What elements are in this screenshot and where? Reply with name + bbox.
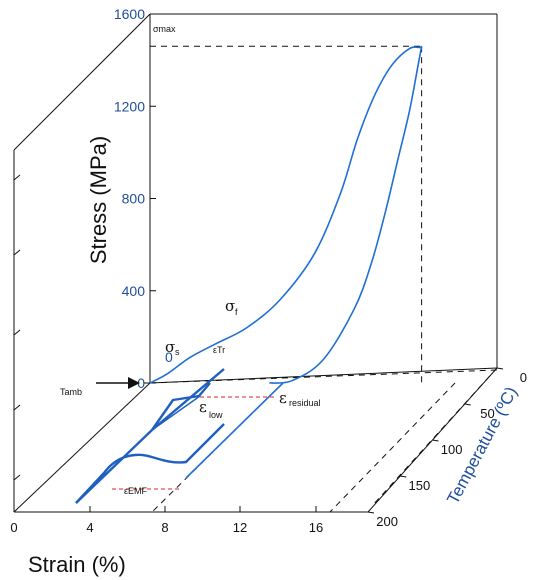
temperature-tick-label: 150	[409, 478, 431, 493]
strain-tick-label: 0	[10, 520, 17, 535]
strain-tick-label: 12	[233, 520, 247, 535]
left-plane-tick	[13, 474, 21, 481]
t-amb-label: Tamb	[60, 387, 82, 397]
stress-tick-label: 400	[122, 283, 146, 299]
floor-residual-line	[185, 382, 284, 479]
eps-residual-sub: residual	[289, 398, 321, 408]
stress-tick-label: 1600	[114, 6, 145, 22]
floor-guide-back	[149, 369, 498, 384]
temperature-tick-label: 200	[376, 514, 398, 529]
eps-low-sub: low	[209, 410, 223, 420]
stress-tick-label: 0	[137, 375, 145, 391]
data-curves	[75, 45, 498, 513]
temperature-tick	[367, 511, 375, 514]
floor-transform-line	[151, 368, 225, 431]
temperature-tick-label: 100	[441, 442, 463, 457]
floor-low-strain-path	[151, 382, 211, 431]
temperature-tick	[400, 475, 407, 478]
sigma-f-label: σ	[225, 297, 235, 315]
top-left-edge	[13, 13, 151, 151]
strain-tick-label: 8	[161, 520, 168, 535]
eps-residual-label: ε	[279, 389, 287, 407]
eps-emf-label: εEMF	[124, 486, 148, 496]
stress-axis-title: Stress (MPa)	[86, 136, 111, 264]
left-plane-tick	[13, 404, 21, 411]
floor-guide-max	[329, 382, 456, 513]
temperature-tick	[432, 439, 439, 442]
sigma-s-sub: s	[175, 347, 180, 357]
chart-frame	[13, 13, 498, 513]
sigma-max-label: σmax	[153, 24, 176, 34]
eps-tr-label: εTr	[213, 345, 225, 355]
temperature-tick-label: 0	[520, 370, 527, 385]
axis-ticks: 0 400 800 1200 1600 0 4 8 12 16 0 50 100 150 200	[10, 6, 527, 535]
left-plane-tick	[13, 249, 21, 256]
left-plane-tick	[13, 174, 21, 181]
tamb-arrow-head	[128, 377, 140, 389]
strain-axis-title: Strain (%)	[28, 552, 126, 577]
sigma-s-label: σ	[165, 338, 175, 356]
annotations: Stress (MPa)Strain (%)Temperature (ºC)σm…	[28, 24, 521, 577]
left-plane-tick	[13, 329, 21, 336]
floor-thermal-curve	[75, 423, 225, 504]
stress-tick-label: 1200	[114, 98, 145, 114]
temperature-tick	[464, 403, 471, 406]
temperature-tick	[496, 367, 504, 370]
stress-tick-label: 800	[122, 191, 146, 207]
strain-tick-label: 4	[86, 520, 93, 535]
back-floor-edge	[149, 367, 498, 384]
floor-guide-right	[371, 367, 498, 507]
unloading-curve	[269, 46, 423, 384]
floor-low-diagonal	[151, 395, 201, 431]
floor-emf-stub	[81, 472, 105, 498]
loading-curve	[149, 45, 423, 384]
left-floor-edge	[13, 382, 151, 513]
strain-tick-label: 16	[309, 520, 323, 535]
temperature-tick-label: 50	[480, 406, 494, 421]
stress-origin-label: 0	[165, 349, 173, 365]
eps-low-label: ε	[199, 398, 207, 416]
sigma-f-sub: f	[235, 307, 238, 317]
